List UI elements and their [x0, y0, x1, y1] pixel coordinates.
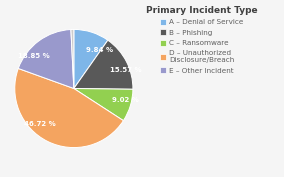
Text: 15.57 %: 15.57 %: [110, 67, 141, 73]
Legend: A – Denial of Service, B – Phishing, C – Ransomware, D – Unauthorized
Disclosure: A – Denial of Service, B – Phishing, C –…: [145, 4, 259, 75]
Wedge shape: [74, 88, 133, 121]
Wedge shape: [74, 29, 108, 88]
Text: 46.72 %: 46.72 %: [24, 121, 56, 127]
Text: 9.02 %: 9.02 %: [112, 97, 139, 103]
Text: 9.84 %: 9.84 %: [86, 47, 113, 53]
Wedge shape: [74, 40, 133, 89]
Text: 18.85 %: 18.85 %: [18, 53, 50, 59]
Wedge shape: [15, 68, 124, 148]
Wedge shape: [18, 30, 74, 88]
Wedge shape: [71, 29, 74, 88]
